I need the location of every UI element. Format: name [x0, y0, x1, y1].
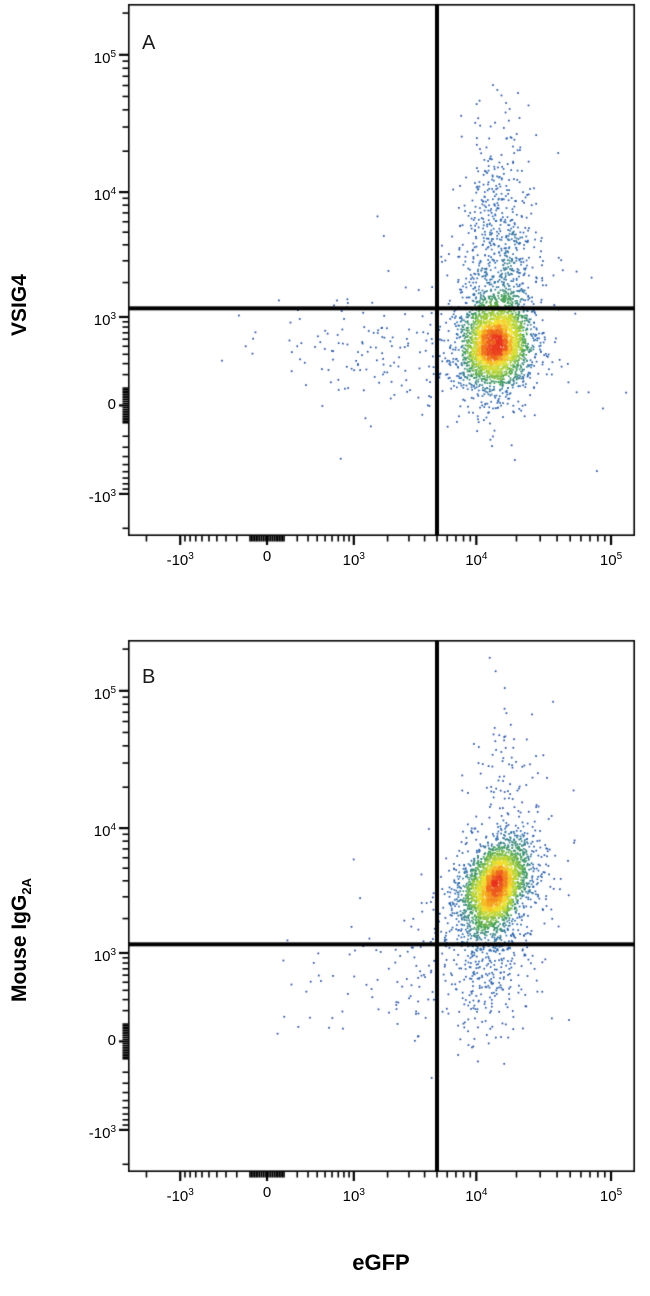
y-tick-label: 104 — [93, 822, 116, 841]
y-tick-label: -103 — [88, 1123, 116, 1142]
y-tick-label: 0 — [107, 396, 116, 414]
y-tick-label: -103 — [88, 487, 116, 506]
x-axis-title: eGFP — [352, 1250, 410, 1275]
y-tick-label: 104 — [93, 186, 116, 205]
y-tick-label: 0 — [107, 1032, 116, 1050]
x-tick-label: 103 — [342, 551, 365, 569]
x-tick-label: 104 — [465, 1187, 488, 1205]
y-tick-label: 105 — [93, 48, 116, 67]
x-tick-label: 103 — [342, 1187, 365, 1205]
panel-label-a: A — [142, 32, 156, 54]
x-tick-label: -103 — [166, 1187, 194, 1205]
panel-label-b: B — [142, 666, 156, 688]
y-tick-label: 103 — [93, 946, 116, 965]
x-tick-label: 105 — [599, 1187, 623, 1205]
x-tick-label: 0 — [262, 548, 272, 565]
y-axis-title-a-text: VSIG4 — [8, 274, 31, 336]
y-tick-label: 105 — [93, 684, 116, 703]
y-axis-title-panel-b: Mouse IgG2A — [8, 878, 34, 1002]
x-tick-label: 104 — [465, 551, 488, 569]
x-tick-label: 105 — [599, 551, 623, 569]
x-tick-label: 0 — [262, 1184, 272, 1201]
y-tick-label: 103 — [93, 310, 116, 329]
x-tick-label: -103 — [166, 551, 194, 569]
y-axis-title-b-sub: 2A — [19, 878, 35, 895]
y-axis-title-b-text: Mouse IgG — [8, 894, 31, 1002]
flow-scatter-panel-b — [92, 636, 642, 1192]
y-axis-title-panel-a: VSIG4 — [8, 274, 34, 336]
flow-scatter-panel-a — [92, 0, 642, 556]
